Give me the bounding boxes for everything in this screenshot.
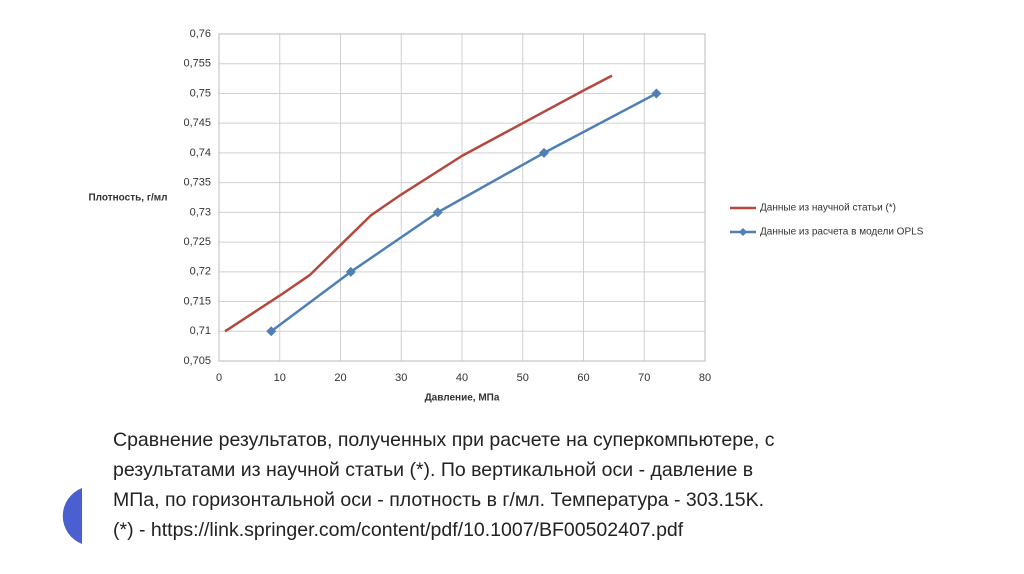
plot-frame <box>218 33 706 362</box>
chart: Плотность, г/мл Давление, МПа 0,705 0,71 0… <box>88 28 924 404</box>
y-axis-title: Плотность, г/мл <box>88 193 167 204</box>
x-tick-label: 70 <box>638 372 650 384</box>
legend-marker <box>739 228 747 236</box>
caption-line: МПа, по горизонтальной оси - плотность в… <box>113 489 765 511</box>
y-tick-label: 0,74 <box>190 147 211 159</box>
y-tick-label: 0,725 <box>183 236 211 248</box>
marker <box>651 88 662 99</box>
y-tick-label: 0,755 <box>183 58 211 70</box>
x-tick-label: 40 <box>456 372 468 384</box>
x-tick-label: 50 <box>517 372 529 384</box>
x-tick-label: 30 <box>395 372 407 384</box>
decoration <box>62 488 82 544</box>
x-tick-label: 60 <box>577 372 589 384</box>
legend-label: Данные из научной статьи (*) <box>760 203 896 214</box>
marker <box>345 266 356 277</box>
half-circle <box>62 488 82 544</box>
caption-line: (*) - https://link.springer.com/content/… <box>113 519 684 541</box>
marker <box>539 147 550 158</box>
marker <box>266 326 277 337</box>
x-tick-label: 80 <box>699 372 711 384</box>
x-tick-label: 0 <box>216 372 222 384</box>
y-tick-label: 0,71 <box>190 325 211 337</box>
y-tick-label: 0,735 <box>183 177 211 189</box>
y-tick-label: 0,745 <box>183 117 211 129</box>
series-line <box>224 74 613 333</box>
y-tick-label: 0,705 <box>183 355 211 367</box>
y-tick-label: 0,76 <box>190 28 211 40</box>
y-tick-label: 0,75 <box>190 87 211 99</box>
legend-label: Данные из расчета в модели OPLS <box>760 227 924 238</box>
y-tick-label: 0,715 <box>183 295 211 307</box>
x-tick-label: 20 <box>334 372 346 384</box>
y-tick-label: 0,73 <box>190 206 211 218</box>
x-tick-label: 10 <box>274 372 286 384</box>
y-tick-label: 0,72 <box>190 266 211 278</box>
caption-line: Сравнение результатов, полученных при ра… <box>113 429 775 451</box>
x-axis-title: Давление, МПа <box>425 393 500 404</box>
marker <box>432 207 443 218</box>
caption-line: результатами из научной статьи (*). По в… <box>113 459 754 481</box>
